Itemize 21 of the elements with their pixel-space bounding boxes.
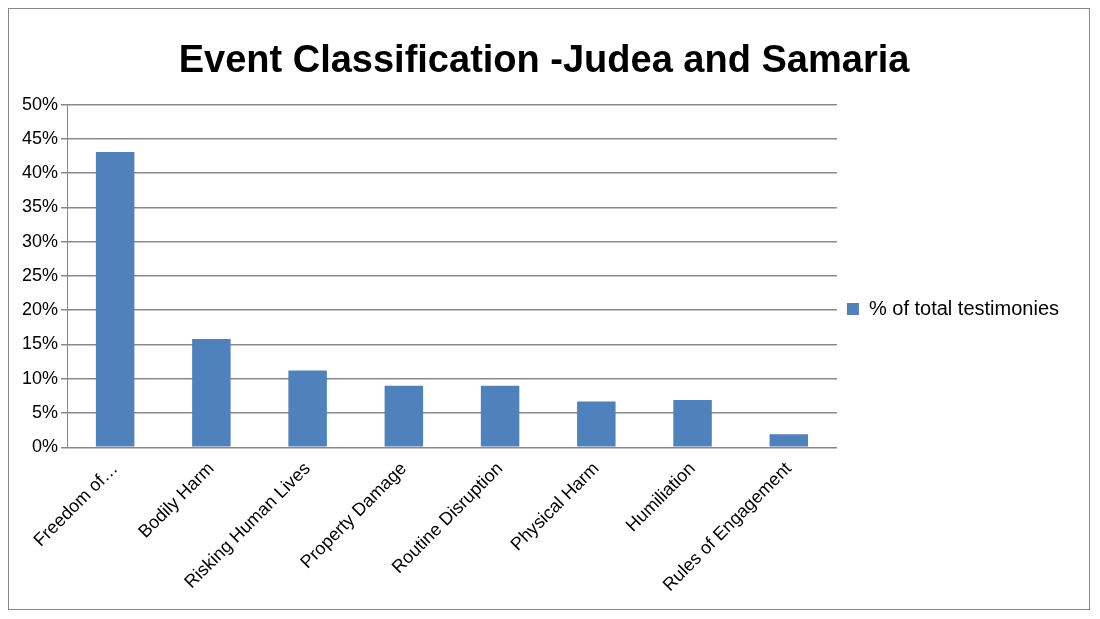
y-tick-label: 5% bbox=[32, 402, 59, 423]
y-tick-label: 35% bbox=[22, 196, 59, 217]
y-tick-label: 15% bbox=[22, 333, 59, 354]
y-tick-label: 0% bbox=[32, 436, 59, 457]
bar bbox=[192, 339, 231, 447]
bar bbox=[288, 370, 327, 447]
bar bbox=[95, 151, 135, 447]
y-tick-label: 50% bbox=[22, 93, 59, 114]
bar bbox=[673, 400, 712, 447]
bar bbox=[769, 434, 809, 447]
chart-title: Event Classification -Judea and Samaria bbox=[178, 38, 911, 81]
y-tick-label: 40% bbox=[22, 162, 59, 183]
bar bbox=[384, 385, 424, 447]
bar bbox=[577, 401, 616, 447]
legend-label: % of total testimonies bbox=[868, 296, 1060, 319]
y-tick-label: 45% bbox=[22, 127, 59, 148]
bar bbox=[480, 385, 520, 447]
y-tick-label: 25% bbox=[22, 264, 59, 285]
y-tick-label: 20% bbox=[22, 299, 59, 320]
y-tick-label: 30% bbox=[22, 230, 59, 251]
y-tick-label: 10% bbox=[22, 367, 59, 388]
